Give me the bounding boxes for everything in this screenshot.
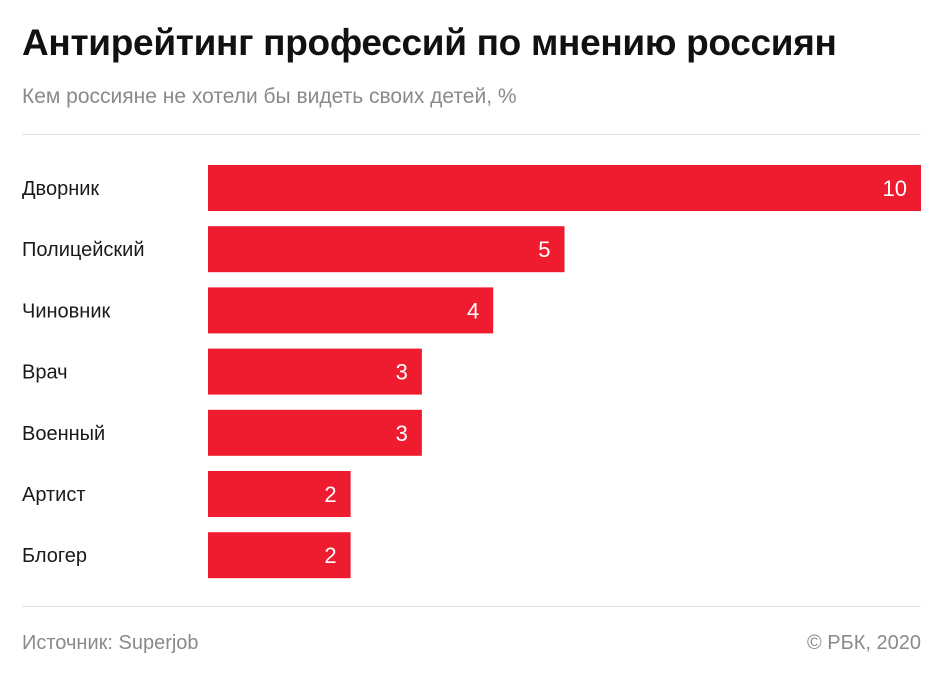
bar	[208, 226, 565, 273]
bar-value-label: 2	[324, 543, 336, 568]
category-label: Врач	[22, 362, 68, 384]
source-note: Источник: Superjob	[22, 632, 199, 654]
category-label: Блогер	[22, 545, 87, 567]
bottom-divider	[22, 606, 921, 607]
category-label: Полицейский	[22, 239, 145, 261]
bar-value-label: 4	[467, 298, 479, 323]
top-divider	[22, 134, 921, 135]
bar-value-label: 2	[324, 482, 336, 507]
category-label: Чиновник	[22, 300, 111, 322]
chart-subtitle: Кем россияне не хотели бы видеть своих д…	[22, 85, 517, 108]
copyright-note: © РБК, 2020	[806, 632, 921, 654]
bar	[208, 471, 351, 517]
bar-value-label: 10	[883, 176, 907, 201]
bar	[208, 287, 494, 334]
bar	[208, 532, 351, 579]
chart-title: Антирейтинг профессий по мнению россиян	[22, 22, 837, 63]
bar	[208, 165, 921, 211]
category-label: Дворник	[22, 178, 99, 200]
bar-value-label: 3	[396, 360, 408, 385]
bar-value-label: 3	[396, 421, 408, 446]
category-label: Артист	[22, 484, 86, 506]
bar	[208, 348, 422, 395]
category-label: Военный	[22, 423, 105, 445]
bar-value-label: 5	[538, 237, 550, 262]
bar	[208, 409, 422, 456]
